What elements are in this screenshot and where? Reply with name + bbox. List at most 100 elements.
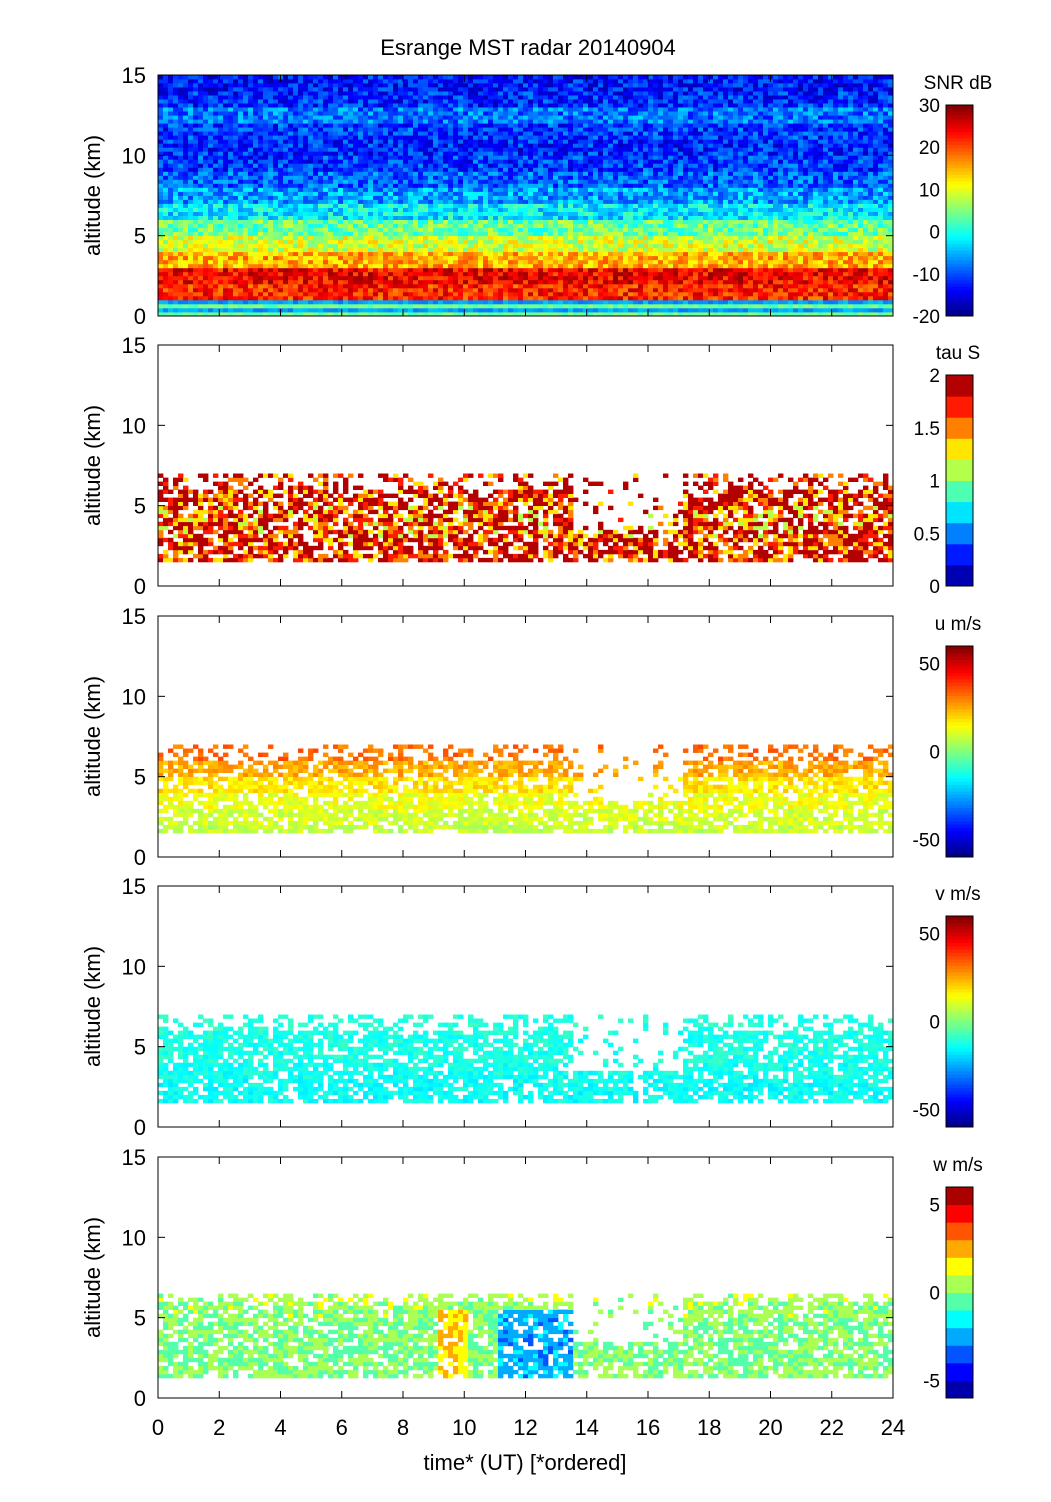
heatmap-cell <box>448 199 454 204</box>
heatmap-cell <box>333 303 339 309</box>
heatmap-cell <box>298 308 304 313</box>
heatmap-cell <box>503 107 509 112</box>
heatmap-cell <box>198 151 204 156</box>
heatmap-cell <box>433 291 439 297</box>
heatmap-cell <box>253 79 259 84</box>
heatmap-cell <box>533 139 539 144</box>
heatmap-cell <box>318 299 324 305</box>
heatmap-cell <box>168 147 174 152</box>
heatmap-cell <box>388 107 394 112</box>
heatmap-cell <box>323 87 329 92</box>
heatmap-cell <box>198 75 204 80</box>
heatmap-cell <box>268 291 274 297</box>
heatmap-cell <box>423 91 429 96</box>
heatmap-cell <box>248 239 254 245</box>
heatmap-cell <box>238 271 244 277</box>
heatmap-cell <box>263 179 269 184</box>
heatmap-cell <box>233 143 239 148</box>
heatmap-cell <box>163 207 169 212</box>
heatmap-cell <box>303 143 309 148</box>
heatmap-cell <box>173 163 179 168</box>
heatmap-cell <box>438 275 444 281</box>
heatmap-cell <box>458 308 464 313</box>
heatmap-cell <box>423 271 429 277</box>
heatmap-cell <box>178 107 184 112</box>
heatmap-cell <box>183 271 189 277</box>
heatmap-cell <box>378 147 384 152</box>
heatmap-cell <box>518 87 524 92</box>
heatmap-cell <box>328 159 334 164</box>
heatmap-cell <box>263 171 269 176</box>
heatmap-cell <box>313 215 319 220</box>
heatmap-cell <box>173 143 179 148</box>
heatmap-cell <box>413 99 419 104</box>
heatmap-cell <box>508 111 514 116</box>
heatmap-cell <box>548 239 554 245</box>
heatmap-cell <box>293 103 299 108</box>
heatmap-cell <box>453 295 459 301</box>
heatmap-cell <box>358 291 364 297</box>
heatmap-cell <box>468 239 474 245</box>
heatmap-cell <box>288 195 294 200</box>
heatmap-cell <box>258 199 264 204</box>
heatmap-cell <box>518 175 524 180</box>
heatmap-cell <box>488 139 494 144</box>
heatmap-cell <box>203 87 209 92</box>
heatmap-cell <box>203 103 209 108</box>
heatmap-cell <box>258 123 264 128</box>
heatmap-cell <box>383 135 389 140</box>
heatmap-cell <box>488 295 494 301</box>
heatmap-cell <box>343 195 349 200</box>
heatmap-cell <box>298 291 304 297</box>
heatmap-cell <box>198 239 204 245</box>
heatmap-cell <box>363 239 369 245</box>
heatmap-cell <box>373 171 379 176</box>
heatmap-cell <box>213 119 219 124</box>
heatmap-cell <box>233 83 239 88</box>
heatmap-cell <box>183 275 189 281</box>
heatmap-cell <box>488 107 494 112</box>
heatmap-cell <box>288 95 294 100</box>
heatmap-cell <box>193 163 199 168</box>
heatmap-cell <box>358 143 364 148</box>
heatmap-cell <box>238 111 244 116</box>
heatmap-cell <box>513 263 519 269</box>
heatmap-cell <box>458 127 464 132</box>
heatmap-cell <box>353 143 359 148</box>
heatmap-cell <box>543 131 549 136</box>
heatmap-cell <box>473 123 479 128</box>
heatmap-cell <box>543 139 549 144</box>
heatmap-cell <box>528 187 534 192</box>
heatmap-cell <box>513 211 519 216</box>
heatmap-cell <box>328 312 334 317</box>
heatmap-cell <box>328 291 334 297</box>
heatmap-cell <box>228 163 234 168</box>
heatmap-cell <box>333 308 339 313</box>
heatmap-cell <box>518 203 524 208</box>
heatmap-cell <box>343 163 349 168</box>
heatmap-cell <box>373 291 379 297</box>
heatmap-cell <box>333 99 339 104</box>
heatmap-cell <box>443 179 449 184</box>
heatmap-cell <box>433 207 439 212</box>
heatmap-cell <box>243 275 249 281</box>
heatmap-cell <box>358 239 364 245</box>
heatmap-cell <box>413 143 419 148</box>
heatmap-cell <box>298 99 304 104</box>
heatmap-cell <box>433 295 439 301</box>
heatmap-cell <box>558 167 564 172</box>
heatmap-cell <box>213 179 219 184</box>
heatmap-cell <box>408 275 414 281</box>
heatmap-cell <box>203 295 209 301</box>
heatmap-cell <box>378 239 384 245</box>
heatmap-cell <box>268 187 274 192</box>
heatmap-cell <box>388 111 394 116</box>
heatmap-cell <box>523 199 529 204</box>
heatmap-cell <box>453 99 459 104</box>
heatmap-cell <box>303 123 309 128</box>
heatmap-cell <box>533 312 539 317</box>
heatmap-cell <box>548 143 554 148</box>
heatmap-cell <box>188 91 194 96</box>
heatmap-cell <box>323 199 329 204</box>
heatmap-cell <box>388 219 394 224</box>
